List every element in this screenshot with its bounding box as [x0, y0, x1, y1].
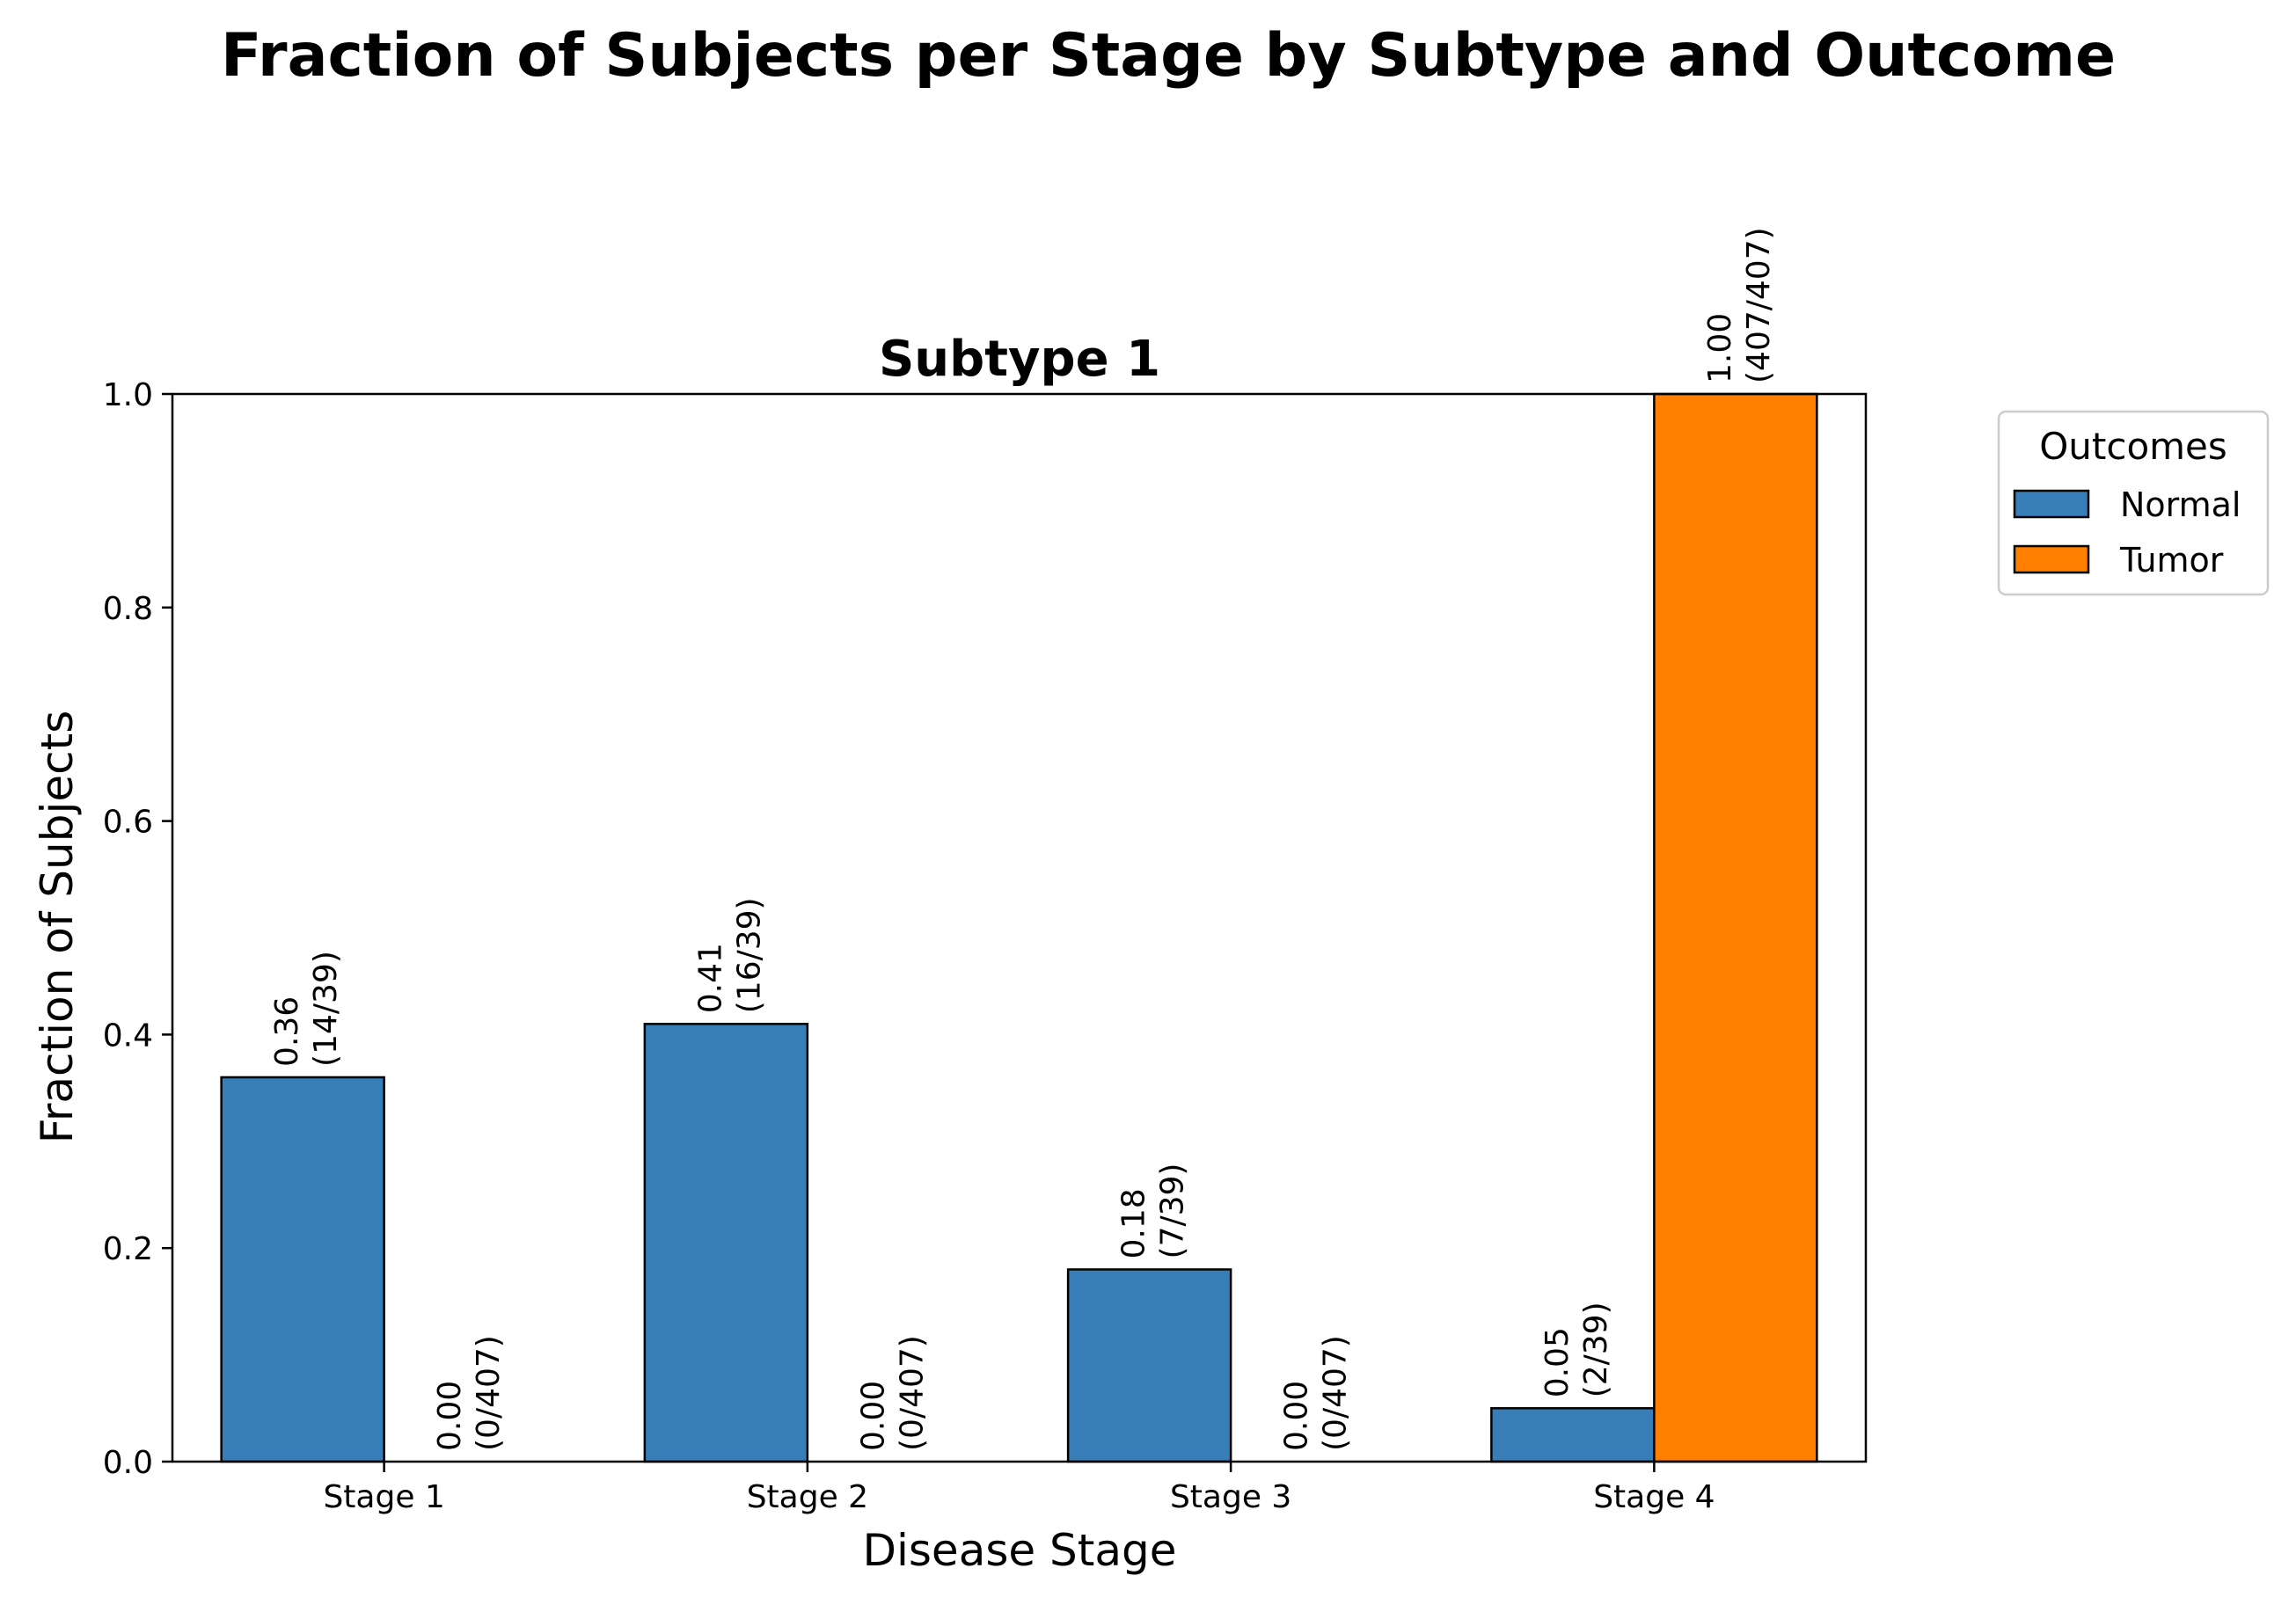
bar-normal-stage-1 [220, 1076, 385, 1463]
plot-frame [171, 392, 1868, 1463]
bar-tumor-stage-4 [1653, 392, 1818, 1463]
y-tick-label: 1.0 [103, 377, 153, 413]
bar-normal-stage-3 [1066, 1268, 1232, 1463]
x-axis: Stage 1 Stage 2 Stage 3 Stage 4 [323, 1462, 1715, 1515]
y-axis-label: Fraction of Subjects [32, 711, 83, 1144]
bar-label-tumor-stage-4: 1.00(407/407) [1702, 227, 1777, 383]
y-tick-label: 0.6 [103, 805, 153, 841]
bar-label-normal-stage-2: 0.41(16/39) [692, 897, 767, 1013]
bars-layer [220, 392, 1818, 1463]
bar-label-tumor-stage-1: 0.00(0/407) [432, 1335, 507, 1451]
legend-label-normal: Normal [2120, 485, 2241, 524]
x-tick-label: Stage 1 [323, 1479, 444, 1515]
x-tick-label: Stage 4 [1593, 1479, 1715, 1515]
legend-swatch-tumor [2013, 544, 2090, 574]
bar-labels-layer: 0.36(14/39) 0.00(0/407) 0.41(16/39) 0.00(0/… [269, 227, 1777, 1451]
y-tick-label: 0.0 [103, 1445, 153, 1481]
legend: Outcomes Normal Tumor [1997, 410, 2270, 596]
x-tick-label: Stage 3 [1170, 1479, 1291, 1515]
y-tick-label: 0.2 [103, 1231, 153, 1267]
x-axis-label: Disease Stage [862, 1525, 1176, 1576]
bar-label-normal-stage-3: 0.18(7/39) [1116, 1163, 1191, 1259]
legend-title: Outcomes [2039, 425, 2227, 468]
bar-label-tumor-stage-3: 0.00(0/407) [1279, 1335, 1354, 1451]
legend-label-tumor: Tumor [2119, 541, 2224, 580]
y-tick-label: 0.4 [103, 1018, 153, 1054]
y-tick-label: 0.8 [103, 591, 153, 627]
subplot-title: Subtype 1 [879, 331, 1160, 388]
bar-normal-stage-2 [643, 1023, 809, 1463]
y-axis: 0.0 0.2 0.4 0.6 0.8 1.0 [103, 377, 172, 1481]
bar-label-tumor-stage-2: 0.00(0/407) [855, 1335, 930, 1451]
chart-title: Fraction of Subjects per Stage by Subtyp… [221, 21, 2116, 91]
x-tick-label: Stage 2 [747, 1479, 868, 1515]
bar-normal-stage-4 [1490, 1407, 1656, 1463]
bar-label-normal-stage-4: 0.05(2/39) [1539, 1302, 1614, 1397]
bar-label-normal-stage-1: 0.36(14/39) [269, 951, 344, 1067]
legend-swatch-normal [2013, 489, 2090, 519]
